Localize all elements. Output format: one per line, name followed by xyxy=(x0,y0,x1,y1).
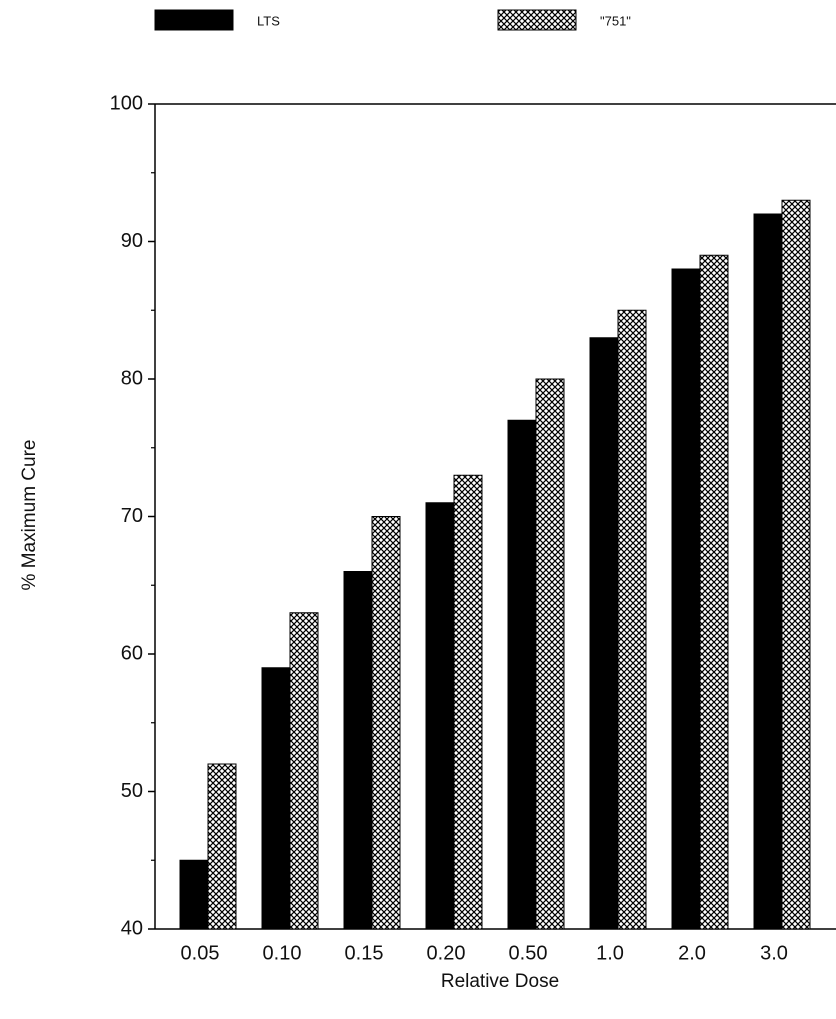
x-tick-label: 0.15 xyxy=(345,942,384,964)
bar xyxy=(699,254,729,930)
x-tick-label: 3.0 xyxy=(760,942,788,964)
y-tick-label: 70 xyxy=(121,505,143,527)
legend-label: "751" xyxy=(600,13,631,28)
bar xyxy=(261,667,291,930)
bar xyxy=(453,474,483,930)
y-tick-label: 50 xyxy=(121,780,143,802)
legend-label: LTS xyxy=(257,13,280,28)
legend-swatch xyxy=(154,9,234,31)
y-tick-label: 100 xyxy=(110,92,143,114)
y-tick-label: 80 xyxy=(121,367,143,389)
x-tick-label: 0.50 xyxy=(509,942,548,964)
bar xyxy=(535,378,565,930)
legend-swatch xyxy=(497,9,577,31)
x-tick-label: 0.05 xyxy=(181,942,220,964)
bar xyxy=(781,199,811,930)
bar xyxy=(425,502,455,930)
x-tick-label: 0.20 xyxy=(427,942,466,964)
bar xyxy=(343,571,373,930)
y-tick-label: 60 xyxy=(121,642,143,664)
x-tick-label: 2.0 xyxy=(678,942,706,964)
bar xyxy=(589,337,619,930)
x-tick-label: 0.10 xyxy=(263,942,302,964)
y-tick-label: 90 xyxy=(121,230,143,252)
y-axis-label: % Maximum Cure xyxy=(19,440,40,591)
y-tick-label: 40 xyxy=(121,917,143,939)
bar xyxy=(507,419,537,930)
bar xyxy=(289,612,319,930)
bar xyxy=(179,859,209,930)
x-tick-label: 1.0 xyxy=(596,942,624,964)
bar xyxy=(671,268,701,930)
bar xyxy=(753,213,783,930)
x-axis-label: Relative Dose xyxy=(441,971,559,992)
bar xyxy=(371,516,401,930)
bar xyxy=(207,763,237,930)
bar xyxy=(617,309,647,930)
